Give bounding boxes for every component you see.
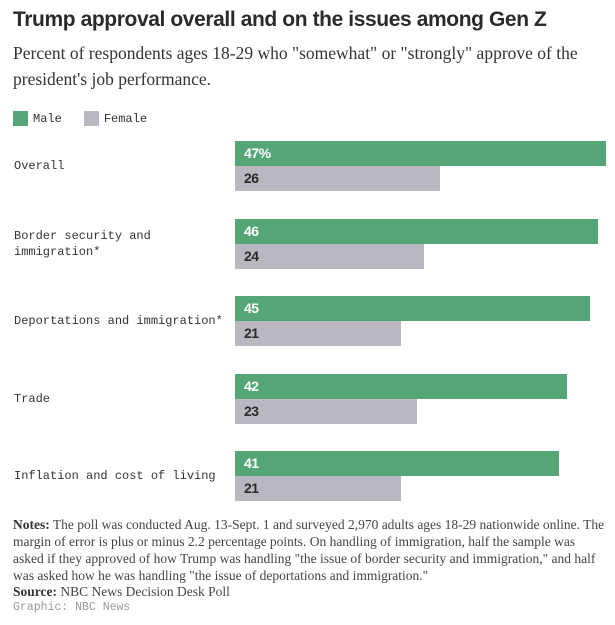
bar-value-label: 24: [244, 247, 259, 264]
source-label: Source:: [13, 584, 57, 599]
chart-title: Trump approval overall and on the issues…: [13, 8, 547, 31]
notes: Notes: The poll was conducted Aug. 13-Se…: [13, 516, 608, 584]
category-label: Inflation and cost of living: [14, 469, 216, 483]
bar-male: 47%: [235, 141, 606, 166]
notes-text: The poll was conducted Aug. 13-Sept. 1 a…: [13, 517, 605, 583]
category-label: Border security and immigration*: [14, 228, 151, 259]
chart-subtitle: Percent of respondents ages 18-29 who "s…: [13, 43, 578, 89]
bar-value-label: 21: [244, 480, 259, 496]
bar-value-label: 46: [244, 222, 259, 239]
bar-value-label: 47%: [244, 145, 271, 161]
bar-male: 46: [235, 218, 599, 244]
bar-female: 24: [235, 243, 425, 269]
bar-female: 21: [235, 321, 401, 346]
category-label: Overall: [14, 159, 65, 173]
legend-swatch-male: [13, 111, 28, 126]
bar-value-label: 26: [244, 170, 259, 186]
bar-value-label: 45: [244, 300, 259, 316]
bar-value-label: 21: [244, 325, 259, 341]
bar-value-label: 42: [244, 377, 259, 394]
legend-label-female: Female: [103, 111, 148, 126]
bar-value-label: 41: [244, 455, 259, 471]
category-label: Deportations and immigration*: [14, 314, 223, 328]
bar-male: 41: [235, 451, 559, 476]
legend-item-female: Female: [83, 111, 148, 126]
bar-value-label: 23: [244, 402, 259, 419]
notes-label: Notes:: [13, 517, 50, 532]
graphic-credit: Graphic: NBC News: [13, 601, 131, 614]
bar-female: 21: [235, 476, 401, 501]
bar-female: 23: [235, 398, 417, 424]
source-text: NBC News Decision Desk Poll: [57, 584, 230, 599]
category-label: Trade: [14, 391, 51, 406]
bar-female: 26: [235, 166, 441, 191]
bar-male: 45: [235, 296, 591, 321]
legend: Male Female: [13, 111, 147, 126]
legend-swatch-female: [83, 111, 99, 126]
legend-label-male: Male: [33, 111, 62, 126]
legend-item-male: Male: [13, 111, 62, 126]
bar-male: 42: [235, 373, 567, 399]
source: Source: NBC News Decision Desk Poll: [13, 584, 230, 600]
